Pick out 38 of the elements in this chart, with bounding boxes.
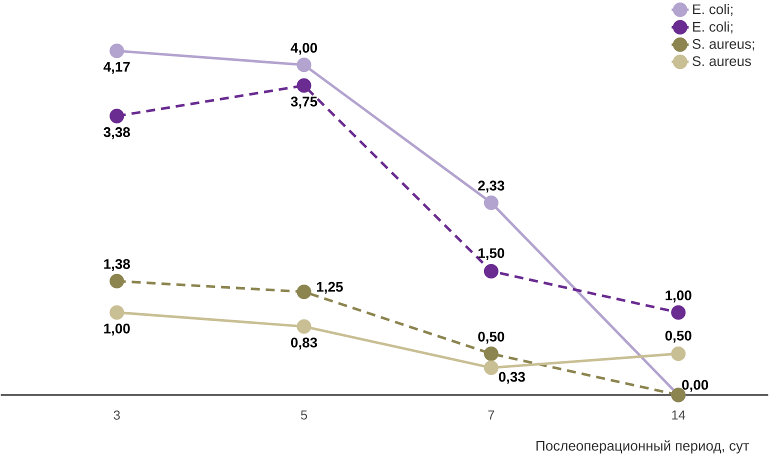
data-label: 4,17: [104, 62, 130, 74]
point: [484, 346, 498, 362]
point: [484, 264, 498, 279]
data-label: 1,38: [104, 259, 130, 272]
point: [484, 360, 498, 376]
legend-label: S. aureus;: [692, 39, 754, 51]
data-label: 1,00: [666, 290, 692, 302]
data-label: 0,00: [682, 380, 708, 392]
x-tick-label: 5: [300, 410, 308, 420]
x-tick-label: 14: [672, 410, 686, 420]
data-label: 0,83: [291, 338, 318, 350]
data-label: 3,38: [104, 127, 130, 140]
data-label: 2,33: [478, 180, 504, 193]
point: [671, 305, 686, 320]
legend-label: E. coli;: [693, 4, 732, 16]
point: [296, 319, 312, 334]
x-tick-label: 3: [114, 410, 120, 420]
data-label: 0,50: [478, 332, 504, 344]
data-label: 1,50: [478, 248, 504, 260]
data-label: 4,00: [290, 42, 317, 55]
point: [110, 44, 124, 58]
point: [296, 78, 312, 93]
data-label: 0,50: [665, 330, 692, 343]
data-label: 3,75: [290, 96, 318, 109]
data-label: 1,25: [317, 282, 343, 294]
point: [110, 274, 124, 288]
point: [671, 346, 686, 362]
point: [296, 284, 312, 300]
legend-label: S. aureus: [692, 56, 751, 66]
data-label: 1,00: [104, 324, 130, 336]
data-label: 0,33: [498, 372, 525, 384]
point: [484, 196, 498, 210]
point: [296, 58, 312, 72]
legend-label: E. coli;: [693, 22, 732, 34]
x-tick-label: 7: [488, 410, 494, 420]
point: [110, 305, 124, 320]
x-axis-title: Послеоперационный период, сут: [536, 440, 750, 454]
point: [110, 108, 124, 124]
